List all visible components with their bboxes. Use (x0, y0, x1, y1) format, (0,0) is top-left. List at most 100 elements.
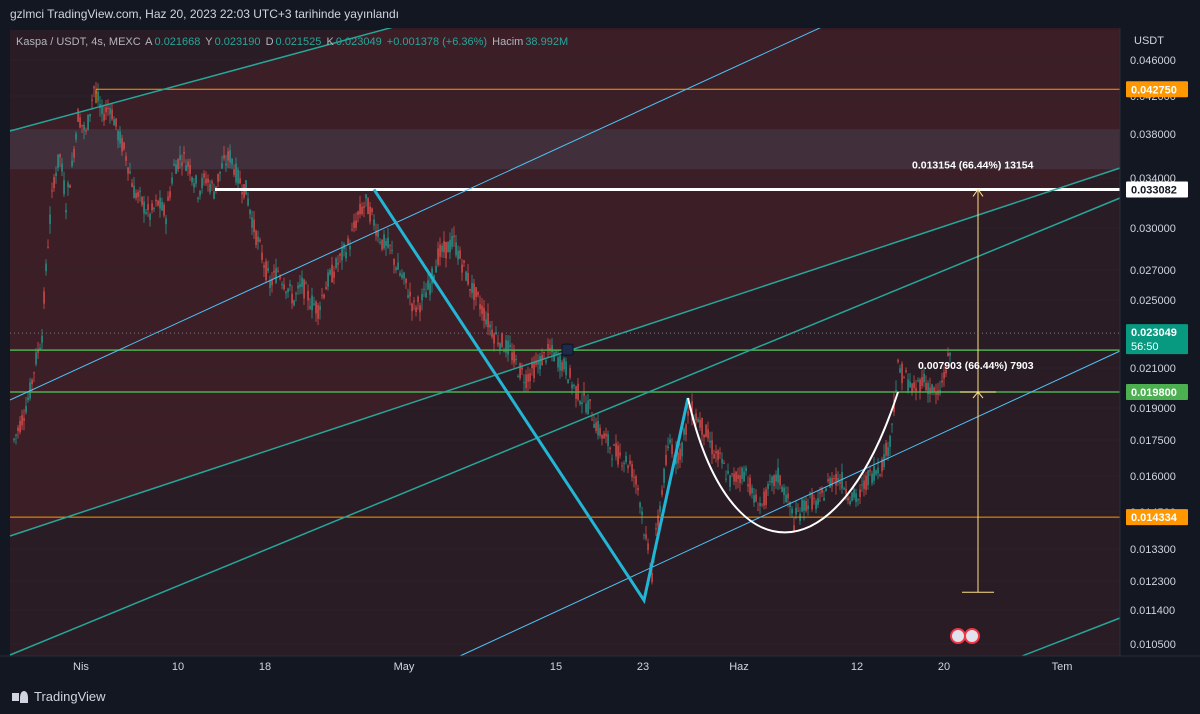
price-label-text: 0.023049 (1131, 327, 1177, 339)
candle-body (917, 380, 919, 382)
candle-body (69, 185, 71, 188)
candle-body (413, 300, 415, 302)
candle-body (579, 401, 581, 405)
candle-body (667, 446, 669, 448)
candle-body (429, 283, 431, 295)
close-label: K (326, 36, 334, 48)
candle-body (601, 434, 603, 439)
price-chart[interactable]: 0.013154 (66.44%) 13154 0.007903 (66.44%)… (0, 28, 1200, 684)
candle-body (611, 458, 613, 460)
candle-body (409, 291, 411, 297)
candle-body (103, 113, 105, 121)
candle-body (943, 371, 945, 379)
candle-body (173, 163, 175, 166)
price-label-box[interactable] (1126, 181, 1188, 198)
candle-body (257, 236, 259, 242)
low-label: D (265, 36, 274, 48)
candle-body (459, 250, 461, 259)
candle-body (567, 379, 569, 384)
candle-body (535, 360, 537, 366)
candle-body (441, 245, 443, 252)
tradingview-brand[interactable]: TradingView (12, 689, 106, 704)
candle-body (17, 427, 19, 432)
channel-blue-top[interactable] (9, 28, 885, 401)
candle-body (165, 218, 167, 225)
candle-body (645, 534, 647, 539)
price-label-box[interactable] (1126, 324, 1188, 355)
chart-area[interactable]: 0.013154 (66.44%) 13154 0.007903 (66.44%)… (0, 28, 1200, 684)
candle-body (67, 182, 69, 188)
candle-body (881, 459, 883, 472)
candle-body (795, 507, 797, 515)
candle-body (705, 424, 707, 437)
price-label-box[interactable] (1126, 509, 1188, 526)
candle-body (891, 423, 893, 425)
candle-body (553, 352, 555, 361)
candle-body (613, 444, 615, 446)
candle-body (823, 497, 825, 501)
candle-body (685, 424, 687, 435)
anchor-marker[interactable] (561, 343, 574, 356)
candle-body (299, 283, 301, 288)
candle-body (475, 287, 477, 297)
candle-body (707, 429, 709, 439)
candle-body (745, 467, 747, 472)
candle-body (677, 452, 679, 464)
price-axis-background (1120, 28, 1200, 684)
candle-body (591, 419, 593, 421)
candle-body (327, 272, 329, 287)
candle-body (801, 499, 803, 512)
candle-body (449, 240, 451, 253)
price-tick-label: 0.010500 (1130, 639, 1176, 651)
channel-blue-bottom[interactable] (459, 350, 1121, 657)
us-flag-icon[interactable] (964, 628, 980, 644)
price-label-box[interactable] (1126, 81, 1188, 98)
candle-body (325, 286, 327, 290)
candle-body (357, 211, 359, 215)
brand-name: TradingView (34, 689, 106, 704)
candle-body (781, 486, 783, 492)
candle-body (77, 109, 79, 122)
channel-green-top[interactable] (9, 28, 1120, 132)
candle-body (477, 292, 479, 296)
cup-pattern[interactable] (687, 391, 899, 534)
candle-body (207, 178, 209, 183)
candle-body (783, 487, 785, 496)
candle-body (637, 488, 639, 491)
candle-body (861, 484, 863, 486)
candle-body (39, 347, 41, 350)
price-label-box[interactable] (1126, 384, 1188, 400)
candle-body (281, 284, 283, 286)
candle-body (141, 196, 143, 205)
candle-body (811, 493, 813, 510)
candle-body (515, 358, 517, 361)
candle-body (657, 515, 659, 526)
symbol-name[interactable]: Kaspa / USDT, 4s, MEXC (16, 36, 141, 48)
candle-body (609, 447, 611, 450)
candle-body (61, 163, 63, 172)
zigzag-pattern[interactable] (372, 188, 690, 605)
candle-body (213, 191, 215, 199)
candle-body (131, 183, 133, 187)
candle-body (857, 499, 859, 501)
channel-green-low[interactable] (9, 197, 1121, 656)
candle-body (353, 221, 355, 228)
candle-body (437, 248, 439, 265)
high-value: 0.023190 (214, 36, 261, 48)
candle-body (895, 390, 897, 392)
time-axis-background (0, 656, 1200, 684)
candle-body (195, 175, 197, 184)
candle-body (889, 435, 891, 447)
candle-body (319, 306, 321, 311)
candle-body (385, 240, 387, 246)
candle-body (737, 474, 739, 480)
candle-body (113, 119, 115, 126)
candle-body (797, 510, 799, 512)
candle-body (387, 237, 389, 248)
candle-body (47, 246, 49, 248)
candle-body (199, 190, 201, 196)
economic-events[interactable] (950, 628, 984, 644)
candle-body (531, 361, 533, 369)
candle-body (559, 355, 561, 371)
candle-body (717, 450, 719, 460)
